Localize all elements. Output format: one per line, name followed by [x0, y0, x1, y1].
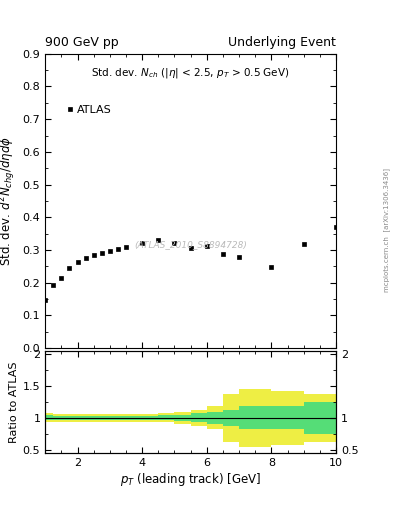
- Text: (ATLAS_2010_S8894728): (ATLAS_2010_S8894728): [134, 241, 247, 250]
- ATLAS: [124, 244, 129, 250]
- ATLAS: [334, 224, 338, 230]
- Text: Underlying Event: Underlying Event: [228, 36, 336, 49]
- ATLAS: [59, 275, 64, 281]
- ATLAS: [237, 253, 241, 260]
- ATLAS: [220, 251, 225, 257]
- ATLAS: [51, 282, 56, 288]
- Text: mcplots.cern.ch  [arXiv:1306.3436]: mcplots.cern.ch [arXiv:1306.3436]: [384, 168, 390, 292]
- ATLAS: [83, 255, 88, 261]
- ATLAS: [107, 248, 112, 254]
- X-axis label: $p_T$ (leading track) [GeV]: $p_T$ (leading track) [GeV]: [120, 471, 261, 488]
- ATLAS: [301, 241, 306, 247]
- ATLAS: [67, 265, 72, 271]
- ATLAS: [116, 246, 120, 252]
- ATLAS: [75, 260, 80, 266]
- ATLAS: [140, 240, 145, 246]
- Legend: ATLAS: ATLAS: [62, 100, 116, 119]
- ATLAS: [156, 237, 161, 243]
- Line: ATLAS: ATLAS: [43, 225, 338, 302]
- ATLAS: [99, 249, 104, 255]
- Y-axis label: Std. dev. $d^2N_{chg}/d\eta d\phi$: Std. dev. $d^2N_{chg}/d\eta d\phi$: [0, 136, 18, 266]
- ATLAS: [172, 240, 177, 246]
- ATLAS: [91, 252, 96, 258]
- ATLAS: [204, 243, 209, 249]
- ATLAS: [269, 264, 274, 270]
- ATLAS: [188, 245, 193, 251]
- Text: Std. dev. $N_{ch}$ ($|\eta|$ < 2.5, $p_T$ > 0.5 GeV): Std. dev. $N_{ch}$ ($|\eta|$ < 2.5, $p_T…: [91, 66, 290, 79]
- Text: 900 GeV pp: 900 GeV pp: [45, 36, 119, 49]
- Y-axis label: Ratio to ATLAS: Ratio to ATLAS: [9, 361, 18, 443]
- ATLAS: [43, 296, 48, 303]
